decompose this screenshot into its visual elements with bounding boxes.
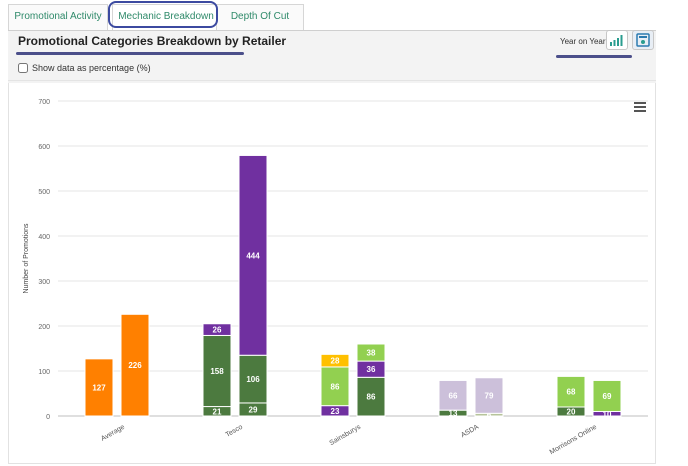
data-label: 6 — [487, 411, 492, 420]
data-label: 20 — [567, 408, 576, 417]
y-tick-label: 500 — [38, 189, 50, 196]
percentage-toggle[interactable]: Show data as percentage (%) — [18, 63, 151, 73]
year-on-year-chart-button[interactable] — [606, 30, 628, 50]
data-label: 36 — [367, 365, 376, 374]
bar-segment — [592, 379, 622, 413]
data-label: 86 — [331, 382, 340, 391]
promotions-chart: 0 100 200 300 400 500 600 700 Number of Promotio… — [23, 99, 648, 457]
bar-segment — [556, 375, 586, 408]
tab-promotional-activity[interactable]: Promotional Activity — [8, 4, 108, 30]
data-label: 21 — [213, 407, 222, 416]
bar-segment — [320, 353, 350, 368]
data-label: 28 — [331, 357, 340, 366]
data-label: 69 — [603, 392, 612, 401]
tab-depth-of-cut[interactable]: Depth Of Cut — [216, 4, 304, 30]
bar-segment — [320, 366, 350, 407]
data-label: 66 — [449, 391, 458, 400]
bar-segment — [438, 379, 468, 411]
y-tick-label: 0 — [46, 414, 50, 421]
data-label: 29 — [249, 405, 258, 414]
data-label: 106 — [246, 375, 260, 384]
y-tick-label: 400 — [38, 234, 50, 241]
x-tick-label: Sainsburys — [329, 423, 363, 447]
data-label: 13 — [449, 409, 458, 418]
percentage-checkbox[interactable] — [18, 63, 28, 73]
data-label: 10 — [603, 410, 612, 419]
page-title: Promotional Categories Breakdown by Reta… — [18, 34, 287, 48]
bar-segment — [356, 376, 386, 417]
y-axis-label: Number of Promotions — [23, 223, 30, 294]
bar-segment — [202, 323, 232, 336]
data-label: 226 — [128, 361, 142, 370]
data-label: 86 — [367, 393, 376, 402]
bar-segment — [202, 334, 232, 408]
tab-mechanic-breakdown[interactable]: Mechanic Breakdown — [112, 4, 220, 30]
y-tick-label: 600 — [38, 144, 50, 151]
bar-segment — [84, 358, 114, 417]
data-label: 79 — [485, 392, 494, 401]
report-icon — [636, 33, 650, 47]
title-underline-annotation — [16, 52, 244, 55]
data-label: 23 — [331, 407, 340, 416]
x-tick-label: Morrisons Online — [549, 424, 598, 457]
y-tick-label: 700 — [38, 99, 50, 106]
y-tick-label: 200 — [38, 324, 50, 331]
percentage-label: Show data as percentage (%) — [32, 63, 151, 73]
year-on-year-label: Year on Year — [560, 37, 606, 46]
data-label: 38 — [367, 349, 376, 358]
bar-segment — [238, 354, 268, 404]
data-label: 26 — [213, 326, 222, 335]
data-label: 158 — [210, 367, 224, 376]
data-label: 127 — [92, 383, 106, 392]
panel-header — [8, 31, 656, 83]
bar-chart-icon — [610, 35, 623, 46]
divider — [8, 80, 656, 81]
export-button[interactable] — [632, 30, 654, 50]
y-tick-label: 300 — [38, 279, 50, 286]
chart-menu-icon[interactable] — [634, 102, 646, 112]
bar-segment — [356, 343, 386, 362]
data-label: 444 — [246, 251, 260, 260]
y-tick-label: 100 — [38, 369, 50, 376]
x-tick-label: ASDA — [460, 424, 480, 440]
bar-segment — [238, 154, 268, 356]
bar-segment — [474, 377, 504, 414]
data-label: 68 — [567, 388, 576, 397]
tab-bar: Promotional Activity Mechanic Breakdown … — [8, 4, 656, 31]
bar-segment — [120, 313, 150, 417]
year-on-year-underline-annotation — [556, 55, 632, 58]
x-tick-label: Average — [100, 424, 126, 443]
x-tick-label: Tesco — [225, 424, 244, 439]
